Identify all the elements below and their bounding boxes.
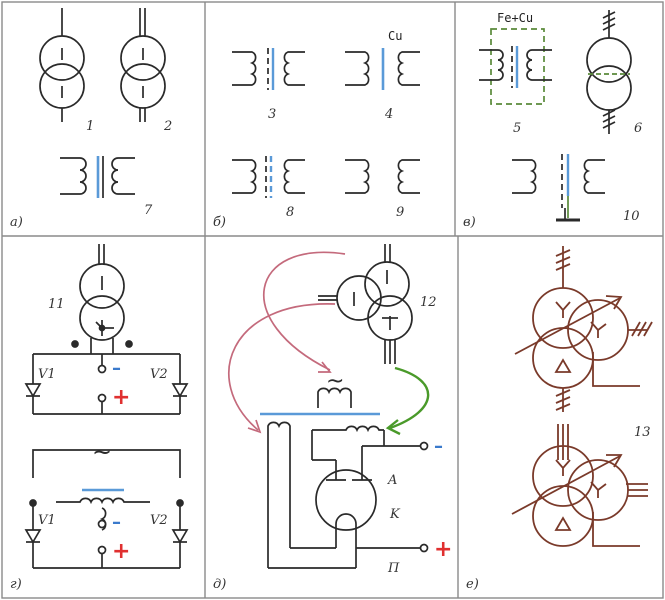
panel-label-a: а) — [10, 215, 23, 230]
item-number-7: 7 — [144, 203, 153, 218]
arrow-pink-lower-head — [247, 419, 262, 434]
item-number-4: 4 — [384, 107, 393, 122]
filament-winding — [317, 387, 352, 408]
arrow-pink-lower — [228, 303, 336, 431]
diode-label-v1-bottom: V1 — [38, 513, 56, 528]
item-number-12: 12 — [420, 295, 437, 310]
item-number-3: 3 — [268, 107, 276, 122]
transformer-symbol-5 — [479, 28, 552, 105]
item-number-1: 1 — [86, 119, 94, 134]
tube-label-anode: A — [387, 473, 397, 488]
diode-label-v2-top: V2 — [150, 367, 168, 382]
item-number-2: 2 — [163, 119, 172, 134]
transformer-symbol-6 — [586, 10, 632, 134]
rectifier-coils-circuit — [24, 449, 189, 569]
panel-label-d: д) — [213, 577, 226, 592]
panel-d — [228, 244, 430, 569]
tube-label-power: П — [387, 561, 400, 576]
transformer-symbol-8 — [232, 156, 305, 198]
tube-circuit-wiring — [267, 429, 429, 569]
panel-label-e: е) — [466, 577, 479, 592]
panel-label-g: г) — [10, 577, 22, 592]
minus-sign-bottom: – — [112, 512, 121, 533]
panel-label-b: б) — [213, 215, 226, 230]
panel-e — [511, 246, 653, 547]
item-number-8: 8 — [286, 205, 294, 220]
arrow-green — [389, 366, 430, 430]
autotransformer-upper — [514, 246, 653, 412]
minus-sign-top: – — [112, 358, 121, 379]
transformer-symbol-7 — [60, 156, 135, 198]
item-number-11: 11 — [48, 297, 65, 312]
item-number-6: 6 — [634, 121, 642, 136]
transformer-symbol-2 — [120, 8, 166, 122]
item-number-10: 10 — [623, 209, 640, 224]
plus-sign-bottom: + — [112, 539, 130, 564]
arrow-green-head — [385, 419, 401, 436]
item-number-13: 13 — [634, 425, 651, 440]
arrow-pink-upper — [262, 251, 346, 371]
panel-b — [232, 48, 420, 198]
panel-v — [479, 10, 632, 222]
transformer-symbol-4 — [345, 48, 420, 90]
rectifier-circles-circuit — [24, 244, 189, 415]
ac-symbol-g: ~ — [92, 438, 112, 466]
transformer-symbol-1 — [39, 8, 85, 122]
panel-a — [39, 8, 166, 198]
tube-label-cathode: K — [389, 507, 401, 522]
diode-label-v1-top: V1 — [38, 367, 56, 382]
panel-label-v: в) — [463, 215, 476, 230]
autotransformer-lower — [511, 424, 648, 547]
plus-sign-d: + — [434, 537, 452, 562]
minus-sign-d: – — [434, 436, 443, 457]
arrow-pink-upper-head — [318, 361, 332, 373]
item-number-5: 5 — [513, 121, 521, 136]
material-label-fe-cu: Fe+Cu — [497, 11, 533, 25]
material-label-cu: Cu — [388, 29, 402, 43]
panel-g — [24, 244, 189, 569]
item-number-9: 9 — [396, 205, 404, 220]
diode-label-v2-bottom: V2 — [150, 513, 168, 528]
plus-sign-top: + — [112, 385, 130, 410]
secondary-coil — [342, 425, 384, 433]
primary-coil — [267, 421, 291, 436]
transformer-symbol-12 — [318, 244, 413, 364]
transformer-symbol-9 — [345, 159, 420, 194]
transformer-symbol-3 — [232, 48, 305, 90]
transformer-symbol-10 — [512, 154, 605, 222]
ac-symbol-d: ~ — [326, 369, 344, 394]
